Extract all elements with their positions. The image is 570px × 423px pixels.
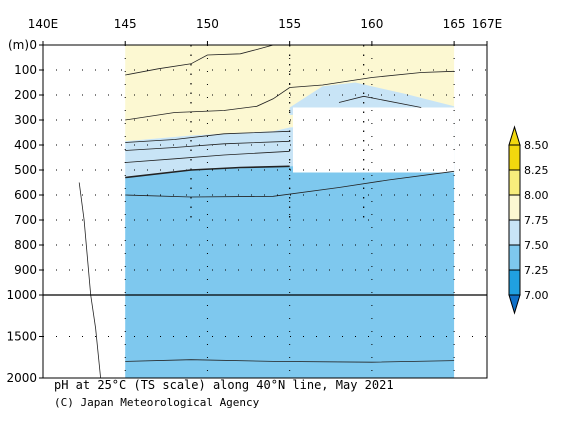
colorbar-label: 7.25 (524, 264, 549, 277)
colorbar-swatch (509, 170, 520, 195)
y-tick-label: 1500 (6, 330, 37, 344)
y-tick-label: 400 (14, 138, 37, 152)
y-tick-label: 900 (14, 263, 37, 277)
chart-credit: (C) Japan Meteorological Agency (54, 396, 260, 409)
plot-frame (42, 44, 488, 379)
contour-8 (125, 44, 274, 76)
contour-7.75 (125, 70, 455, 121)
y-tick-label: 200 (14, 88, 37, 102)
band-patch-7.50-7.75 (289, 82, 455, 115)
colorbar-bottom-arrow (508, 294, 521, 315)
x-tick-label: 165 (443, 17, 466, 31)
y-axis-label: (m) (8, 38, 29, 52)
contour-7.65 (125, 140, 290, 151)
grid (43, 45, 487, 378)
colorbar-swatch (509, 220, 520, 245)
contour-7.5 (125, 165, 290, 179)
colorbar-swatch (509, 270, 520, 295)
band-7.25-7.50 (125, 162, 455, 378)
colorbar-label: 8.50 (524, 139, 549, 152)
contour-7.7 (125, 130, 290, 143)
y-tick-label: 2000 (6, 371, 37, 385)
y-tick-label: 100 (14, 63, 37, 77)
colorbar-swatch (509, 245, 520, 270)
chart-title: pH at 25°C (TS scale) along 40°N line, M… (54, 378, 394, 392)
contour-7.4 (125, 359, 455, 363)
contour-7.6 (125, 150, 290, 163)
x-tick-label: 145 (114, 17, 137, 31)
y-tick-label: 0 (29, 38, 37, 52)
y-tick-label: 300 (14, 113, 37, 127)
x-tick-label: 167E (472, 17, 503, 31)
colorbar-swatch (509, 145, 520, 170)
colorbar-label: 8.25 (524, 164, 549, 177)
colorbar-label: 7.50 (524, 239, 549, 252)
x-tick-label: 150 (196, 17, 219, 31)
no-data-region (293, 107, 455, 173)
x-tick-label: 160 (360, 17, 383, 31)
x-tick-label: 155 (278, 17, 301, 31)
x-tick-label: 140E (28, 17, 59, 31)
colorbar-swatch (509, 195, 520, 220)
stations (190, 45, 365, 220)
y-tick-label: 800 (14, 238, 37, 252)
y-tick-label: 600 (14, 188, 37, 202)
colorbar-label: 7.75 (524, 214, 549, 227)
y-tick-label: 1000 (6, 288, 37, 302)
contour-7.45 (125, 170, 455, 198)
colorbar-top-arrow (508, 125, 521, 146)
contour-7.4 (78, 182, 101, 379)
y-tick-label: 500 (14, 163, 37, 177)
colorbar-label: 7.00 (524, 289, 549, 302)
contour-7.75 (338, 95, 422, 108)
colorbar-label: 8.00 (524, 189, 549, 202)
y-tick-label: 700 (14, 213, 37, 227)
